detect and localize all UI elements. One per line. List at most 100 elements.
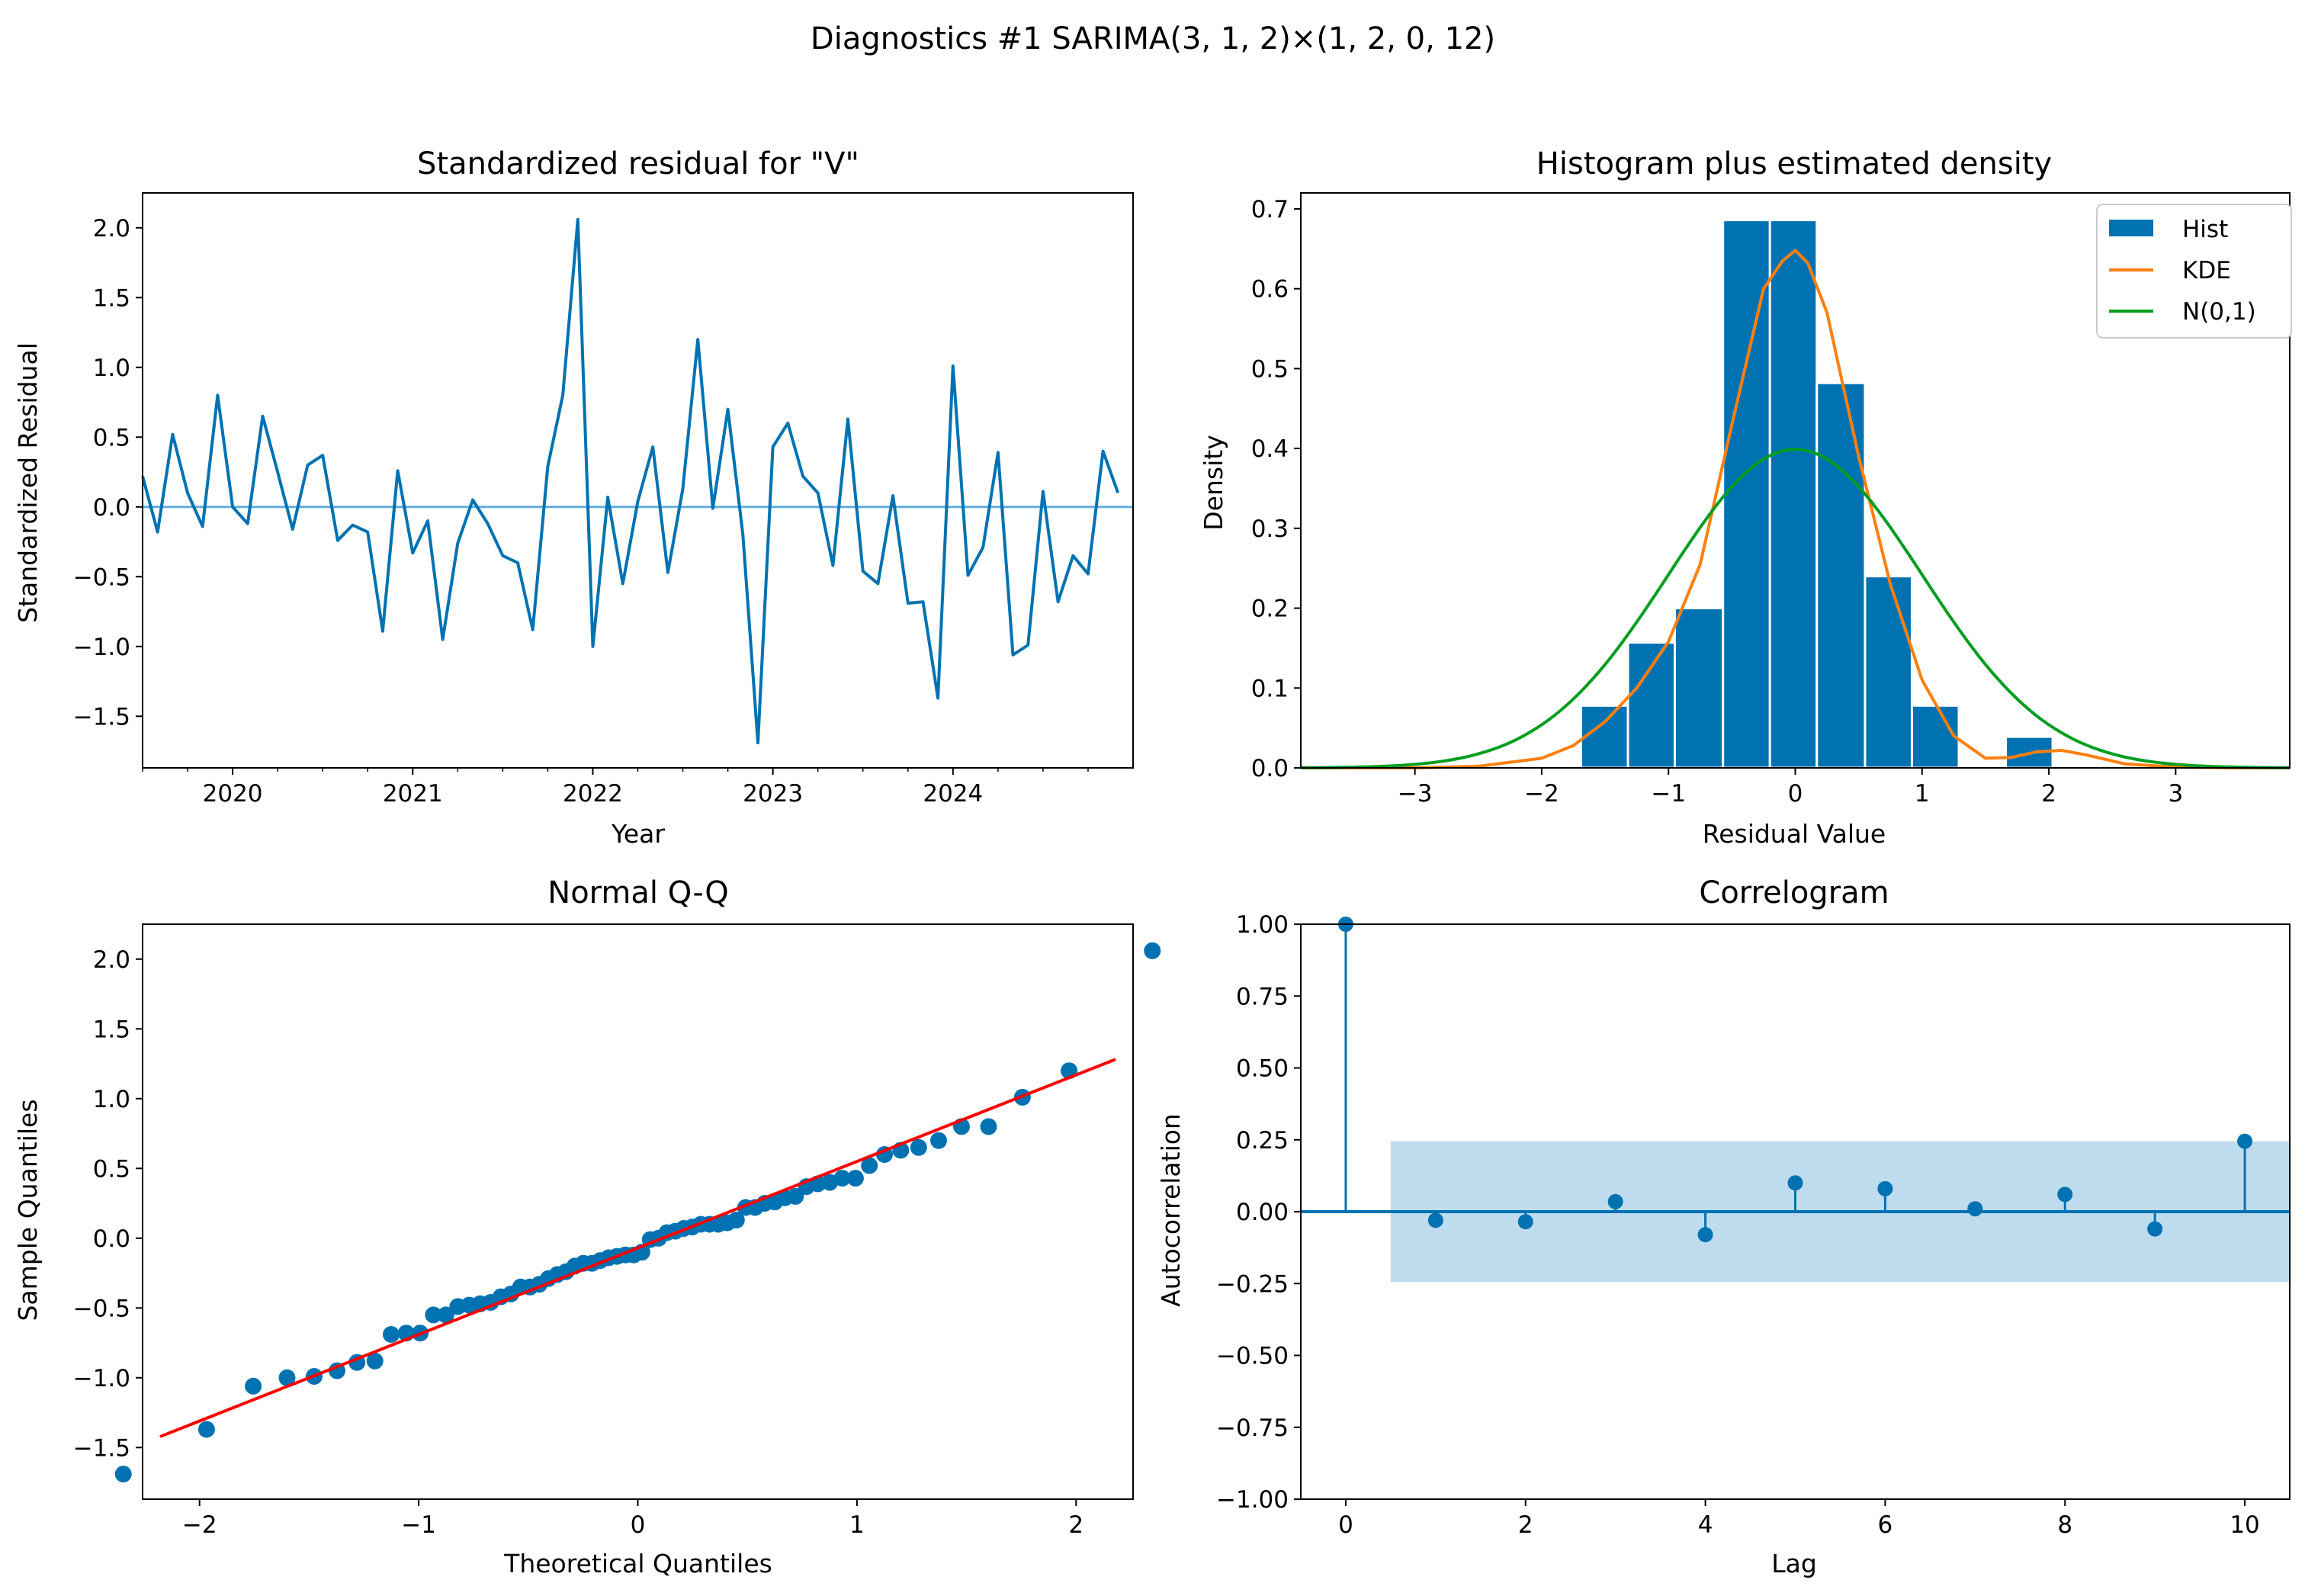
correlogram-x-tick-label: 6 (1878, 1511, 1893, 1539)
histogram-bar (1815, 381, 1867, 769)
qq-y-tick-label: 0.0 (93, 1225, 130, 1253)
correlogram-marker (1967, 1201, 1983, 1217)
correlogram-marker (1877, 1180, 1893, 1196)
correlogram-y-tick-label: −0.25 (1216, 1270, 1289, 1298)
histogram-ylabel: Density (1199, 435, 1228, 530)
histogram-bar (1722, 219, 1771, 769)
kde-line (1301, 249, 2290, 769)
legend-hist-label: Hist (2182, 216, 2228, 243)
histogram-x-tick-label: −2 (1524, 780, 1559, 808)
histogram-legend: Hist KDE N(0,1) (2096, 204, 2292, 339)
residual-y-tick-label: 0.5 (93, 424, 130, 451)
qq-point (1144, 942, 1161, 959)
qq-y-tick-label: 1.0 (93, 1086, 130, 1113)
residual-ylabel: Standardized Residual (13, 342, 43, 623)
qq-xlabel: Theoretical Quantiles (503, 1549, 772, 1578)
histogram-x-tick-label: 3 (2168, 780, 2183, 808)
correlogram-marker (1697, 1227, 1713, 1243)
correlogram-marker (2057, 1187, 2073, 1203)
qq-y-tick-label: −1.5 (73, 1434, 130, 1462)
qq-point (980, 1118, 997, 1135)
normal-pdf-line (1300, 448, 2291, 769)
qq-point (833, 1170, 851, 1187)
correlogram-y-tick-label: −0.50 (1216, 1343, 1289, 1370)
qq-point (727, 1212, 745, 1228)
residual-x-tick-label: 2024 (923, 780, 983, 808)
qq-title: Normal Q-Q (547, 875, 728, 910)
legend-frame (2096, 204, 2292, 339)
residual-x-tick-label: 2023 (743, 780, 803, 808)
histogram-y-tick-label: 0.2 (1251, 596, 1289, 623)
histogram-y-tick-label: 0.1 (1251, 675, 1289, 702)
correlogram-plot-area: −1.00 −0.75 −0.50 −0.25 0.00 0.25 0.50 0.75 1.00… (1216, 911, 2291, 1539)
qq-point (910, 1138, 927, 1156)
histogram-y-tick-label: 0.4 (1251, 435, 1289, 463)
qq-y-tick-label: 1.5 (93, 1016, 130, 1043)
correlogram-ylabel: Autocorrelation (1156, 1113, 1186, 1307)
histogram-bar (1579, 704, 1629, 769)
residual-panel: Standardized residual for "V" Year Stand… (13, 146, 1134, 849)
correlogram-x-tick-label: 0 (1338, 1511, 1353, 1539)
qq-x-tick-label: 2 (1068, 1511, 1083, 1539)
residual-xlabel: Year (611, 819, 665, 849)
histogram-bar (1864, 575, 1913, 769)
residual-x-tick-label: 2020 (203, 780, 263, 808)
qq-point (425, 1306, 442, 1324)
correlogram-y-tick-label: −1.00 (1216, 1486, 1289, 1514)
histogram-bar (1910, 704, 1960, 769)
correlogram-marker (1787, 1175, 1803, 1191)
legend-kde-label: KDE (2182, 257, 2231, 284)
qq-y-tick-label: −1.0 (73, 1365, 130, 1392)
correlogram-x-tick-label: 4 (1698, 1511, 1713, 1539)
histogram-bar (1768, 219, 1819, 769)
correlogram-y-tick-label: 0.75 (1236, 983, 1289, 1010)
correlogram-y-tick-label: 0.25 (1236, 1127, 1289, 1154)
histogram-bar (1674, 607, 1725, 769)
histogram-y-tick-label: 0.3 (1251, 515, 1289, 543)
histogram-y-tick-label: 0.6 (1251, 276, 1289, 303)
qq-plot-area: −1.5 −1.0 −0.5 0.0 0.5 1.0 1.5 2.0 −2 −1 0 1 2 (73, 923, 1161, 1539)
histogram-x-tick-label: 2 (2041, 780, 2056, 808)
residual-y-tick-label: 0.0 (93, 494, 130, 522)
qq-point (383, 1326, 400, 1343)
residual-x-tick-label: 2022 (563, 780, 623, 808)
qq-point (861, 1157, 878, 1174)
histogram-y-tick-label: 0.0 (1251, 755, 1289, 782)
qq-y-tick-label: 2.0 (93, 946, 130, 974)
correlogram-marker (2237, 1133, 2253, 1149)
correlogram-panel: Correlogram Lag Autocorrelation −1.00 −0.… (1156, 875, 2291, 1578)
correlogram-y-tick-label: 1.00 (1236, 911, 1289, 939)
residual-y-tick-label: 2.0 (93, 215, 130, 242)
histogram-plot-area: 0.0 0.1 0.2 0.3 0.4 0.5 0.6 0.7 −3 −2 −1 0 1 2 3 (1251, 192, 2291, 808)
histogram-y-tick-label: 0.7 (1251, 196, 1289, 223)
qq-point (846, 1170, 864, 1187)
legend-hist-swatch (2109, 220, 2153, 236)
qq-ylabel: Sample Quantiles (13, 1099, 43, 1321)
correlogram-xlabel: Lag (1771, 1549, 1817, 1578)
qq-y-tick-label: −0.5 (73, 1295, 130, 1322)
residual-y-tick-label: −1.0 (73, 634, 130, 661)
correlogram-x-tick-label: 8 (2057, 1511, 2072, 1539)
residual-y-tick-label: −0.5 (73, 564, 130, 591)
qq-point (278, 1369, 296, 1386)
histogram-y-tick-label: 0.5 (1251, 355, 1289, 383)
residual-frame (142, 192, 1134, 769)
histogram-x-tick-label: 0 (1788, 780, 1803, 808)
qq-point (366, 1352, 384, 1370)
histogram-x-tick-label: −3 (1398, 780, 1433, 808)
residual-y-tick-label: 1.5 (93, 284, 130, 312)
histogram-bar (1626, 641, 1677, 769)
correlogram-x-tick-label: 2 (1518, 1511, 1533, 1539)
histogram-title: Histogram plus estimated density (1536, 146, 2052, 181)
residual-y-tick-label: −1.5 (73, 703, 130, 731)
correlogram-y-tick-label: 0.00 (1236, 1199, 1289, 1226)
residual-x-tick-label: 2021 (383, 780, 443, 808)
residual-y-tick-label: 1.0 (93, 355, 130, 382)
correlogram-x-tick-label: 10 (2230, 1511, 2259, 1539)
qq-reference-line (159, 1058, 1116, 1438)
histogram-xlabel: Residual Value (1703, 819, 1886, 849)
correlogram-marker (1517, 1214, 1533, 1230)
histogram-x-tick-label: −1 (1651, 780, 1686, 808)
